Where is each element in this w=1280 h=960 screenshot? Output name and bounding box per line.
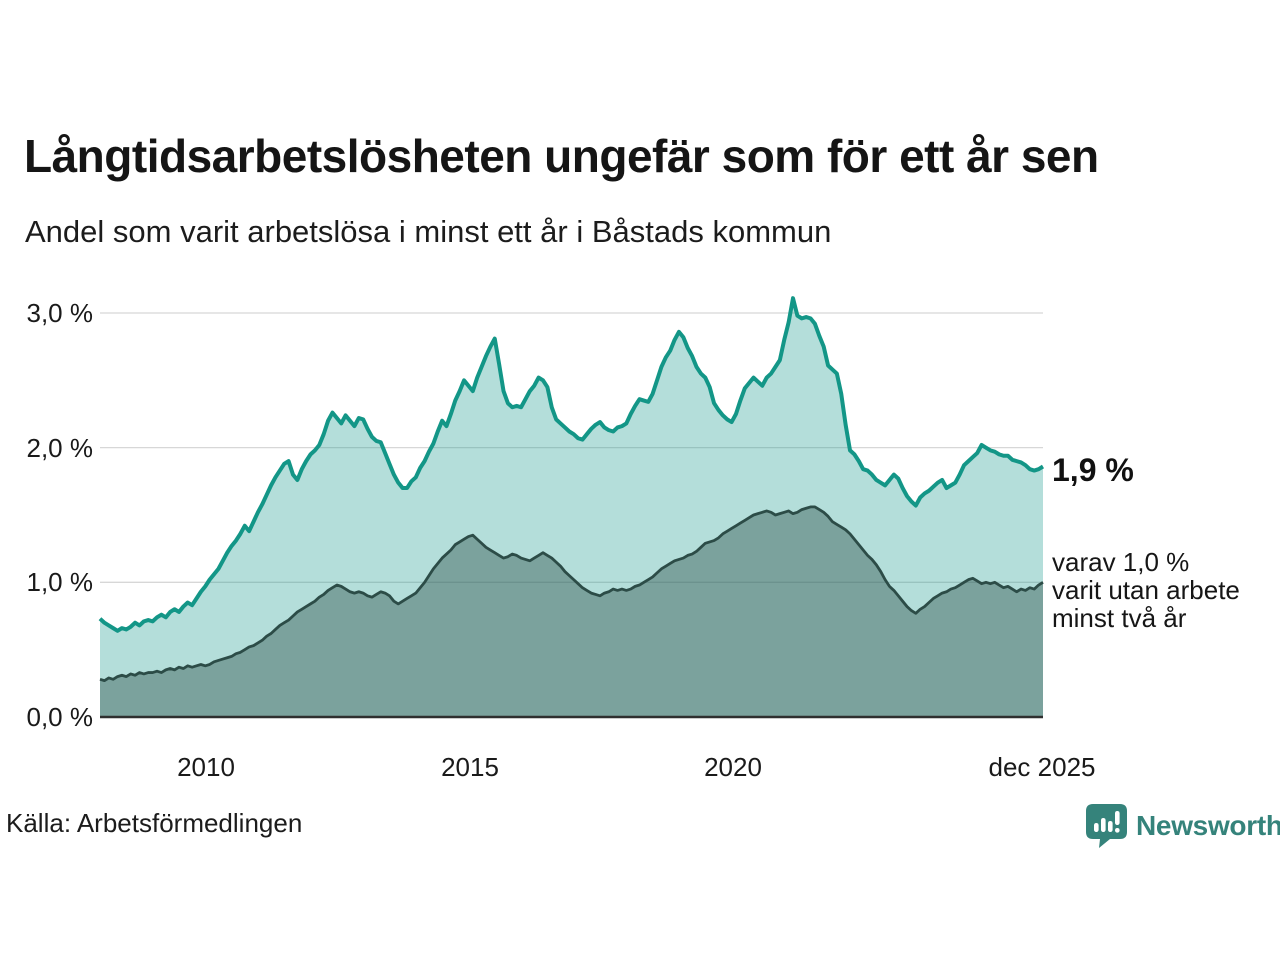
- y-tick-0: 0,0 %: [26, 702, 94, 732]
- two-year-annotation-line3: minst två år: [1052, 603, 1187, 633]
- x-tick-2015: 2015: [441, 752, 499, 782]
- newsworthy-logo[interactable]: Newsworthy: [1086, 804, 1280, 848]
- y-tick-3: 3,0 %: [26, 298, 94, 328]
- bar-chart-speech-bubble-icon: [1086, 804, 1127, 848]
- x-tick-2010: 2010: [177, 752, 235, 782]
- y-tick-2: 2,0 %: [26, 433, 94, 463]
- latest-value-label: 1,9 %: [1052, 452, 1134, 488]
- page-subtitle: Andel som varit arbetslösa i minst ett å…: [25, 214, 832, 249]
- x-tick-dec-2025: dec 2025: [988, 752, 1096, 782]
- page-title: Långtidsarbetslösheten ungefär som för e…: [24, 130, 1099, 182]
- x-tick-2020: 2020: [704, 752, 762, 782]
- two-year-annotation-line1: varav 1,0 %: [1052, 547, 1190, 577]
- series-total-line: [98, 296, 1045, 633]
- series-two-year-line: [99, 505, 1044, 683]
- series-two-year-area: [100, 506, 1043, 717]
- series-total-area: [100, 298, 1043, 717]
- y-tick-1: 1,0 %: [26, 567, 94, 597]
- two-year-annotation-line2: varit utan arbete: [1052, 575, 1240, 605]
- two-year-annotation: varav 1,0 % varit utan arbete minst två …: [1052, 548, 1240, 632]
- newsworthy-wordmark: Newsworthy: [1136, 810, 1280, 841]
- source-credit: Källa: Arbetsförmedlingen: [6, 808, 303, 838]
